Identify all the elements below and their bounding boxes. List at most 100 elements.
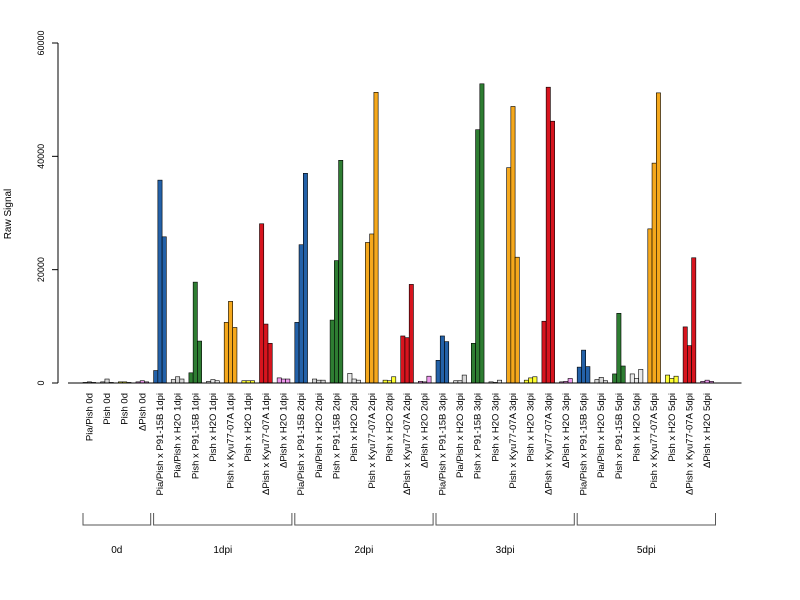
bar-31-1 xyxy=(634,378,639,384)
bar-21-2 xyxy=(461,374,467,384)
bar-4-1 xyxy=(157,179,163,384)
category-label-20: Pia/Pish x P91-15B 3dpi xyxy=(437,393,448,495)
category-label-5: Pia/Pish x H2O 1dpi xyxy=(173,393,184,478)
category-label-28: Pia/Pish x P91-15B 5dpi xyxy=(579,393,590,495)
bar-16-0 xyxy=(365,242,370,384)
bar-20-0 xyxy=(435,360,441,384)
bar-28-0 xyxy=(576,366,582,384)
group-label-2: 2dpi xyxy=(354,545,373,556)
category-label-14: Pish x P91-15B 2dpi xyxy=(332,393,343,479)
category-label-6: Pish x P91-15B 1dpi xyxy=(190,393,201,479)
category-labels: Pia/Pish 0d Pish 0d Pish 0d ΔPish 0d Pia/Pis… xyxy=(84,393,713,495)
bar-22-1 xyxy=(475,129,481,384)
bar-28-1 xyxy=(581,349,587,384)
bar-30-1 xyxy=(616,312,622,384)
category-label-23: Pish x H2O 3dpi xyxy=(490,393,501,462)
category-label-31: Pish x H2O 5dpi xyxy=(632,393,643,462)
bar-34-1 xyxy=(687,345,692,384)
category-label-17: Pish x H2O 2dpi xyxy=(384,393,395,462)
group-label-1: 1dpi xyxy=(213,545,232,556)
bar-14-2 xyxy=(338,160,344,384)
bar-11-2 xyxy=(285,378,291,384)
group-brackets: 0d 1dpi 2dpi 3dpi 5dpi xyxy=(82,513,716,556)
y-tick-label-1: 20000 xyxy=(36,257,46,282)
bar-33-2 xyxy=(673,375,679,384)
y-axis-title: Raw Signal xyxy=(3,189,14,240)
bar-24-2 xyxy=(514,256,520,384)
category-label-33: Pish x H2O 5dpi xyxy=(667,393,678,462)
category-label-15: Pish x H2O 2dpi xyxy=(349,393,360,462)
group-bracket-2 xyxy=(294,513,434,526)
bar-22-2 xyxy=(479,83,485,384)
bar-18-2 xyxy=(408,284,414,384)
group-label-4: 5dpi xyxy=(637,545,656,556)
bar-14-1 xyxy=(334,260,339,384)
category-label-24: Pish x Kyu77-07A 3dpi xyxy=(508,393,519,489)
group-bracket-3 xyxy=(435,513,575,526)
y-tick-label-0: 0 xyxy=(36,380,46,385)
y-axis: 0 20000 40000 60000 xyxy=(36,30,59,386)
bar-8-0 xyxy=(223,322,229,384)
y-tick-label-3: 60000 xyxy=(36,30,46,55)
bar-18-1 xyxy=(404,337,410,384)
bar-30-0 xyxy=(612,373,618,384)
bar-31-0 xyxy=(629,373,635,384)
bar-5-2 xyxy=(179,378,185,384)
group-bracket-1 xyxy=(153,513,293,526)
bar-6-0 xyxy=(188,372,194,384)
category-label-32: Pish x Kyu77-07A 5dpi xyxy=(649,393,660,489)
bar-27-2 xyxy=(567,378,573,384)
bar-19-2 xyxy=(426,375,432,384)
bar-24-0 xyxy=(506,167,512,384)
category-label-25: Pish x H2O 3dpi xyxy=(526,393,537,462)
category-label-19: ΔPish x H2O 2dpi xyxy=(420,393,431,468)
category-label-11: ΔPish x H2O 1dpi xyxy=(279,393,290,468)
bar-15-1 xyxy=(351,378,357,384)
category-label-18: ΔPish x Kyu77-07A 2dpi xyxy=(402,393,413,495)
bar-16-2 xyxy=(373,92,379,384)
bar-26-1 xyxy=(545,86,551,384)
bars-layer xyxy=(82,83,714,384)
bar-28-2 xyxy=(585,366,591,384)
bar-34-0 xyxy=(682,326,688,384)
category-label-1: Pish 0d xyxy=(102,393,113,425)
bar-30-2 xyxy=(620,365,626,384)
bar-32-2 xyxy=(655,92,661,384)
bar-16-1 xyxy=(369,233,375,384)
y-tick-label-2: 40000 xyxy=(36,144,46,169)
category-label-10: ΔPish x Kyu77-07A 1dpi xyxy=(261,393,272,495)
bar-17-2 xyxy=(391,376,397,384)
bar-4-0 xyxy=(153,370,159,384)
group-label-0: 0d xyxy=(111,545,122,556)
category-label-16: Pish x Kyu77-07A 2dpi xyxy=(367,393,378,489)
category-label-8: Pish x Kyu77-07A 1dpi xyxy=(226,393,237,489)
category-label-12: Pia/Pish x P91-15B 2dpi xyxy=(296,393,307,495)
bar-26-0 xyxy=(541,320,547,384)
category-label-35: ΔPish x H2O 5dpi xyxy=(702,393,713,468)
bar-18-0 xyxy=(400,335,406,384)
category-label-2: Pish 0d xyxy=(120,393,131,425)
bar-10-1 xyxy=(263,323,269,384)
bar-26-2 xyxy=(550,120,555,384)
bar-8-1 xyxy=(228,301,233,384)
bar-33-0 xyxy=(665,374,671,384)
bar-33-1 xyxy=(669,378,675,384)
group-label-3: 3dpi xyxy=(496,545,515,556)
group-bracket-4 xyxy=(576,513,716,526)
bar-5-1 xyxy=(175,376,181,384)
bar-29-0 xyxy=(594,379,600,384)
bar-34-2 xyxy=(691,257,697,384)
category-label-21: Pia/Pish x H2O 3dpi xyxy=(455,393,466,478)
bar-6-2 xyxy=(197,340,202,384)
group-bracket-0 xyxy=(82,513,152,526)
bar-29-1 xyxy=(598,377,604,384)
bar-6-1 xyxy=(192,281,198,384)
bar-22-0 xyxy=(470,343,476,384)
bar-12-0 xyxy=(294,322,300,384)
category-label-27: ΔPish x H2O 3dpi xyxy=(561,393,572,468)
bar-12-1 xyxy=(298,244,304,384)
bar-25-1 xyxy=(528,377,534,384)
bar-32-0 xyxy=(647,228,653,384)
bar-11-0 xyxy=(276,377,282,384)
